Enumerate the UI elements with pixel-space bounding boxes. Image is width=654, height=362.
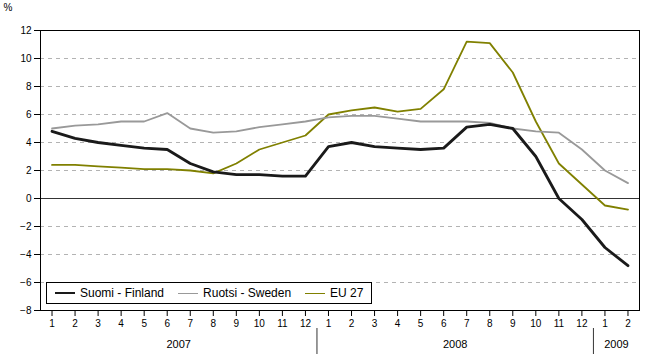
svg-text:4: 4 (26, 137, 32, 148)
html-text:Suomi - Finland: Suomi - Finland (80, 286, 164, 300)
svg-text:12: 12 (300, 318, 312, 329)
svg-text:8: 8 (487, 318, 493, 329)
svg-text:12: 12 (576, 318, 588, 329)
svg-text:12: 12 (20, 25, 32, 36)
svg-text:10: 10 (20, 53, 32, 64)
svg-text:3: 3 (95, 318, 101, 329)
svg-text:2: 2 (625, 318, 631, 329)
svg-text:2007: 2007 (166, 338, 190, 350)
svg-text:6: 6 (164, 318, 170, 329)
svg-text:7: 7 (187, 318, 193, 329)
svg-text:11: 11 (554, 318, 565, 329)
svg-text:11: 11 (277, 318, 288, 329)
svg-text:4: 4 (395, 318, 401, 329)
svg-text:2: 2 (349, 318, 355, 329)
svg-text:3: 3 (372, 318, 378, 329)
svg-text:6: 6 (441, 318, 447, 329)
svg-text:7: 7 (464, 318, 470, 329)
svg-text:−4: −4 (20, 249, 32, 260)
svg-text:−8: −8 (20, 305, 32, 316)
svg-text:1: 1 (602, 318, 608, 329)
html-text:Ruotsi - Sweden: Ruotsi - Sweden (203, 286, 292, 300)
svg-text:−6: −6 (20, 277, 32, 288)
svg-text:5: 5 (418, 318, 424, 329)
svg-text:2008: 2008 (443, 338, 467, 350)
svg-text:−2: −2 (20, 221, 32, 232)
svg-text:9: 9 (510, 318, 516, 329)
svg-text:2: 2 (26, 165, 32, 176)
svg-text:%: % (4, 2, 13, 13)
svg-text:1: 1 (49, 318, 55, 329)
svg-text:8: 8 (26, 81, 32, 92)
svg-text:4: 4 (118, 318, 124, 329)
svg-text:8: 8 (211, 318, 217, 329)
svg-text:10: 10 (254, 318, 266, 329)
svg-text:5: 5 (141, 318, 147, 329)
svg-text:0: 0 (26, 193, 32, 204)
svg-text:6: 6 (26, 109, 32, 120)
svg-text:1: 1 (326, 318, 332, 329)
svg-text:2: 2 (72, 318, 78, 329)
svg-text:2009: 2009 (604, 338, 628, 350)
svg-text:10: 10 (530, 318, 542, 329)
svg-text:9: 9 (234, 318, 240, 329)
html-text:EU 27: EU 27 (330, 286, 364, 300)
